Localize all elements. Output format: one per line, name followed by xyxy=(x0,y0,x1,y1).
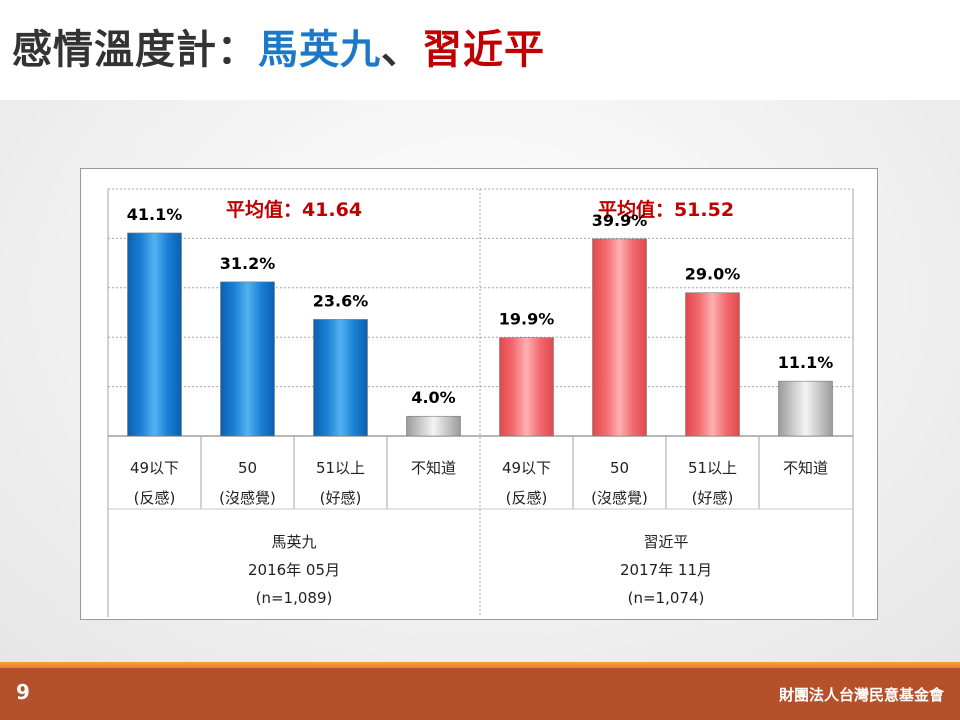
value-label: 41.1% xyxy=(127,205,183,224)
group-sample-label: (n=1,074) xyxy=(628,589,705,607)
group-date-label: 2016年 05月 xyxy=(248,561,340,579)
category-label: 49以下 xyxy=(502,459,551,477)
category-label: 50 xyxy=(238,459,257,477)
category-sublabel: (好感) xyxy=(692,489,734,507)
category-sublabel: (反感) xyxy=(134,489,176,507)
bar xyxy=(685,292,740,437)
group-name-label: 習近平 xyxy=(643,533,688,551)
average-label: 平均值：41.64 xyxy=(226,198,362,221)
slide-title: 感情溫度計：馬英九、習近平 xyxy=(12,24,545,76)
value-label: 31.2% xyxy=(220,254,276,273)
value-label: 29.0% xyxy=(685,265,741,284)
value-label: 4.0% xyxy=(411,388,455,407)
value-label: 39.9% xyxy=(592,211,648,230)
category-label: 50 xyxy=(610,459,629,477)
bar xyxy=(592,238,647,437)
footer-accent-line xyxy=(0,662,960,668)
value-label: 19.9% xyxy=(499,310,555,329)
page-number: 9 xyxy=(16,680,30,704)
bar xyxy=(406,415,461,437)
bar xyxy=(499,337,554,437)
group-date-label: 2017年 11月 xyxy=(620,561,712,579)
title-person-a: 馬英九 xyxy=(258,27,381,73)
category-label: 51以上 xyxy=(688,459,737,477)
bar-chart: 平均值：41.64 41.1% 49以下 (反感) 31.2% 50 (沒感覺) 23.6% 5… xyxy=(107,188,854,617)
average-label: 平均值：51.52 xyxy=(598,198,734,221)
slide-header: 感情溫度計：馬英九、習近平 xyxy=(0,0,960,100)
value-label: 11.1% xyxy=(778,353,834,372)
chart-panel: 平均值：41.64 41.1% 49以下 (反感) 31.2% 50 (沒感覺) 23.6% 5… xyxy=(80,168,878,620)
title-prefix: 感情溫度計： xyxy=(12,27,258,73)
organization-name: 財團法人台灣民意基金會 xyxy=(778,686,944,704)
bar xyxy=(778,380,833,437)
category-sublabel: (沒感覺) xyxy=(591,489,648,507)
slide-footer: 9 財團法人台灣民意基金會 xyxy=(0,668,960,720)
group-name-label: 馬英九 xyxy=(271,533,316,551)
group-sample-label: (n=1,089) xyxy=(256,589,333,607)
value-label: 23.6% xyxy=(313,291,369,310)
category-sublabel: (反感) xyxy=(506,489,548,507)
bar xyxy=(313,319,368,437)
category-sublabel: (沒感覺) xyxy=(219,489,276,507)
category-sublabel: (好感) xyxy=(320,489,362,507)
category-label: 49以下 xyxy=(130,459,179,477)
title-separator: 、 xyxy=(381,27,422,73)
category-label: 不知道 xyxy=(411,459,456,477)
title-person-b: 習近平 xyxy=(422,27,545,73)
category-label: 51以上 xyxy=(316,459,365,477)
bar xyxy=(220,281,275,437)
category-label: 不知道 xyxy=(783,459,828,477)
bar xyxy=(127,232,182,437)
